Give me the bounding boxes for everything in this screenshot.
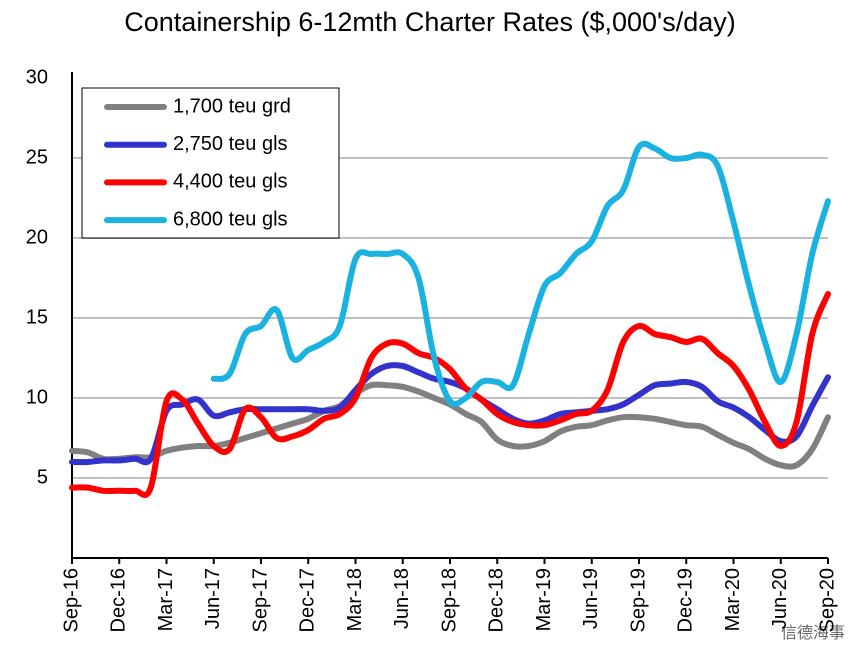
- y-tick-label: 15: [26, 306, 48, 328]
- x-tick-label: Sep-17: [249, 568, 271, 633]
- x-tick-label: Dec-17: [297, 568, 319, 632]
- y-tick-label: 5: [37, 466, 48, 488]
- series-line: [210, 140, 831, 407]
- legend-label: 6,800 teu gls: [173, 208, 288, 230]
- x-tick-label: Sep-19: [627, 568, 649, 633]
- y-tick-label: 30: [26, 66, 48, 88]
- series-line: [69, 291, 831, 498]
- x-tick-label: Jun-20: [769, 568, 791, 629]
- y-tick-label: 25: [26, 146, 48, 168]
- x-tick-label: Jun-17: [202, 568, 224, 629]
- x-tick-label: Dec-19: [675, 568, 697, 632]
- x-tick-label: Mar-19: [533, 568, 555, 631]
- y-tick-label: 20: [26, 226, 48, 248]
- x-tick-label: Jun-18: [391, 568, 413, 629]
- x-tick-label: Mar-18: [344, 568, 366, 631]
- y-tick-label: 10: [26, 386, 48, 408]
- x-tick-label: Sep-16: [60, 568, 82, 633]
- legend-label: 4,400 teu gls: [173, 171, 288, 193]
- legend-label: 2,750 teu gls: [173, 133, 288, 155]
- legend-label: 1,700 teu grd: [173, 95, 291, 117]
- chart-title: Containership 6-12mth Charter Rates ($,0…: [124, 7, 735, 37]
- x-tick-label: Jun-19: [580, 568, 602, 629]
- x-tick-label: Sep-20: [816, 568, 838, 633]
- watermark: 信德海事: [781, 624, 845, 642]
- x-tick-label: Sep-18: [438, 568, 460, 633]
- x-tick-label: Dec-18: [486, 568, 508, 632]
- x-tick-label: Mar-17: [155, 568, 177, 631]
- x-tick-label: Mar-20: [722, 568, 744, 631]
- series-line: [69, 362, 831, 466]
- x-tick-label: Dec-16: [108, 568, 130, 632]
- legend-box: [81, 87, 340, 239]
